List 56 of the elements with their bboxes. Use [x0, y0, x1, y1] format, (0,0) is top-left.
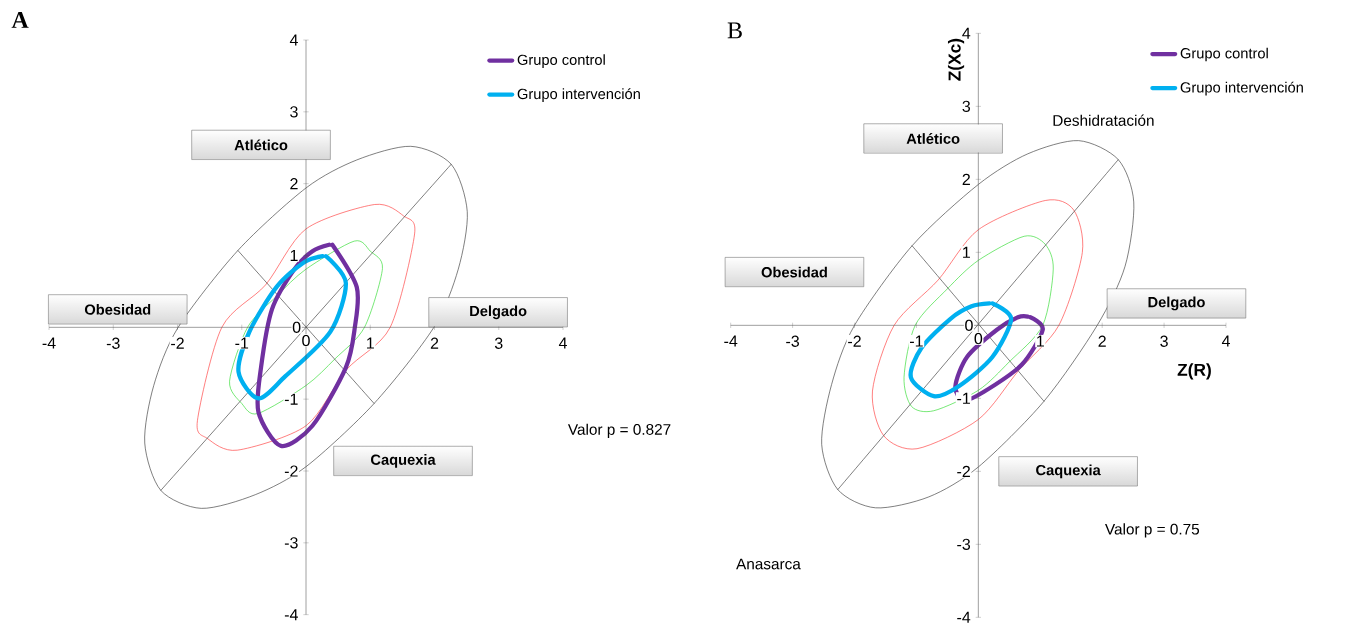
y-tick-label: 4 [962, 27, 971, 39]
x-tick-label: -2 [171, 337, 184, 349]
x-tick-label: 4 [1221, 335, 1230, 347]
y-tick-label: 3 [962, 100, 971, 112]
y-tick-label: -2 [957, 465, 970, 477]
x-axis-title: Z(R) [1177, 363, 1211, 380]
x-tick-label: -4 [42, 337, 56, 349]
x-tick-label: 2 [1098, 335, 1106, 347]
x-tick-label: 2 [430, 337, 439, 349]
y-axis-title: Z(Xc) [947, 38, 965, 81]
y-tick-label: -4 [284, 609, 298, 621]
annotation: Delgado [470, 305, 527, 320]
y-tick-label: 2 [290, 178, 298, 190]
y-tick-label: -4 [957, 611, 971, 623]
text: Valor p = 0.827 [567, 423, 671, 438]
annotation: Anasarca [736, 558, 801, 570]
x-tick-label: -2 [848, 335, 861, 347]
legend-label: Grupo control [1180, 47, 1268, 62]
x-tick-label: -1 [235, 337, 249, 349]
x-tick-label: 1 [1037, 335, 1044, 347]
y-tick-label: 1 [963, 246, 970, 258]
legend-label: Grupo intervención [1180, 81, 1303, 96]
annotation: Atlético [234, 139, 288, 151]
annotation: Caquexia [371, 454, 436, 468]
chart-title: A [11, 11, 29, 28]
y-tick-label: -3 [284, 537, 298, 549]
y-tick-label: -1 [284, 393, 298, 405]
chart-title: B [727, 22, 742, 39]
annotation: Delgado [1148, 296, 1205, 311]
x-tick-label: -3 [106, 337, 120, 349]
x-tick-label: 1 [367, 337, 374, 349]
x-tick-label: 0 [974, 332, 983, 345]
x-tick-label: 0 [302, 334, 310, 347]
y-tick-label: 1 [290, 250, 298, 262]
annotation: Caquexia [1036, 464, 1101, 479]
x-tick-label: -4 [724, 335, 738, 347]
annotation: Valor p = 0.75 [1105, 523, 1200, 538]
x-tick-label: 4 [558, 337, 567, 349]
y-tick-label: 3 [290, 106, 298, 118]
x-tick-label: 3 [494, 337, 503, 349]
annotation: Atlético [906, 133, 960, 144]
y-tick-label: 2 [962, 173, 970, 185]
y-tick-label: 0 [965, 319, 973, 331]
x-tick-label: -1 [910, 335, 923, 347]
x-tick-label: -3 [786, 335, 799, 347]
annotation: Obesidad [761, 266, 827, 278]
legend-label: Grupo intervención [517, 88, 640, 103]
x-tick-label: 3 [1160, 335, 1168, 347]
annotation: Deshidratación [1053, 114, 1154, 126]
legend-label: Grupo control [517, 54, 605, 68]
y-tick-label: -3 [957, 538, 971, 550]
annotation: Obesidad [84, 304, 151, 315]
y-tick-label: -2 [284, 465, 298, 477]
y-tick-label: 0 [292, 321, 301, 333]
y-tick-label: 4 [289, 34, 298, 46]
y-tick-label: -1 [957, 392, 970, 404]
